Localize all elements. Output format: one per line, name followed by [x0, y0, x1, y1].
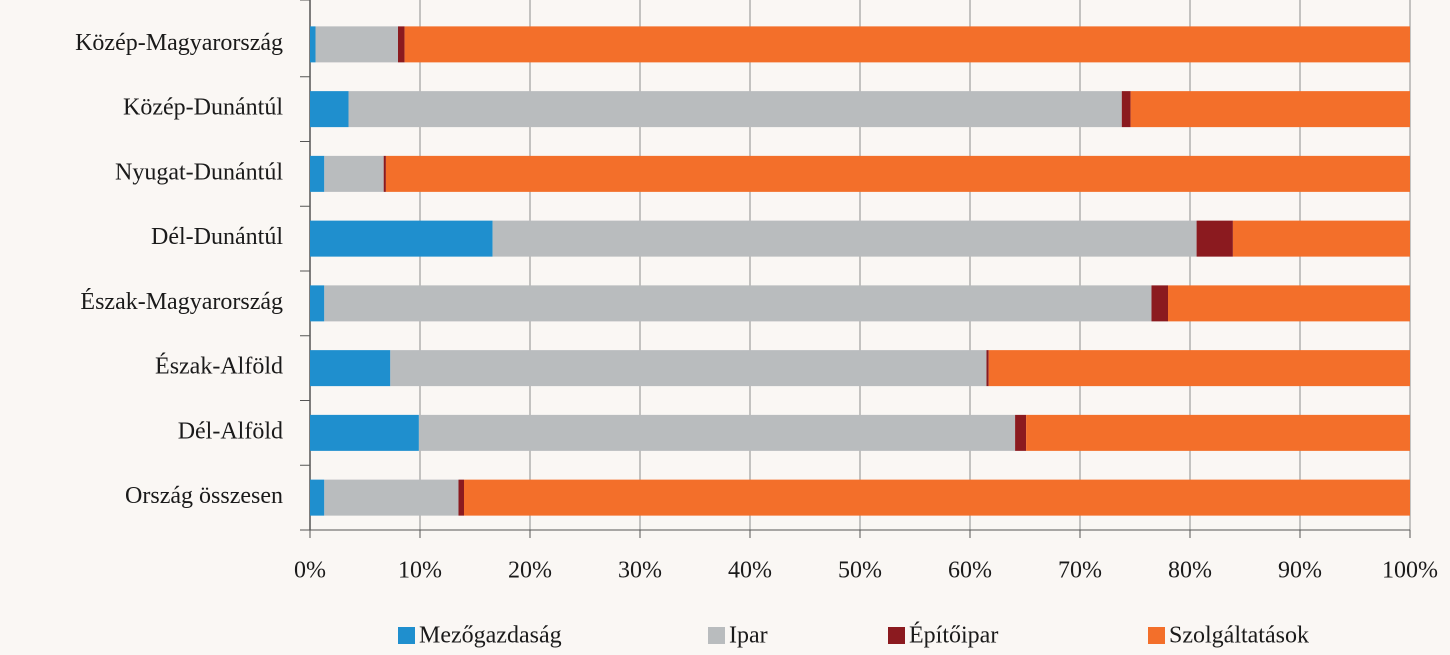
legend-label: Mezőgazdaság	[419, 623, 562, 649]
bar-segment	[310, 350, 391, 387]
x-tick-label: 90%	[1278, 558, 1322, 584]
x-tick-label: 50%	[838, 558, 882, 584]
bar-segment	[1121, 91, 1131, 128]
y-tick-label: Közép-Dunántúl	[123, 95, 283, 121]
bar-segment	[492, 220, 1197, 257]
legend-swatch	[888, 627, 905, 644]
bar-segment	[458, 479, 464, 516]
bar-segment	[404, 26, 1411, 63]
bar-segment	[385, 155, 1410, 192]
x-tick-label: 0%	[294, 558, 326, 584]
bar-segment	[418, 414, 1016, 451]
bar-segment	[315, 26, 398, 63]
y-tick-label: Dél-Dunántúl	[151, 224, 283, 250]
y-tick-label: Ország összesen	[125, 483, 283, 509]
y-tick-label: Közép-Magyarország	[75, 30, 283, 56]
bar-segment	[310, 479, 325, 516]
bar-segment	[310, 26, 316, 63]
legend-label: Építőipar	[909, 623, 998, 649]
legend-swatch	[398, 627, 415, 644]
y-tick-label: Észak-Magyarország	[80, 289, 283, 315]
legend-label: Szolgáltatások	[1169, 623, 1309, 649]
legend-label: Ipar	[729, 623, 768, 649]
bar-segment	[310, 220, 493, 257]
bar-segment	[986, 350, 989, 387]
x-tick-label: 100%	[1382, 558, 1438, 584]
legend-swatch	[1148, 627, 1165, 644]
bar-segment	[310, 155, 325, 192]
bar-segment	[310, 91, 349, 128]
x-tick-label: 30%	[618, 558, 662, 584]
bar-segment	[310, 285, 325, 322]
bar-segment	[1130, 91, 1410, 128]
bar-segment	[1232, 220, 1410, 257]
bar-segment	[348, 91, 1122, 128]
bar-segment	[1026, 414, 1410, 451]
y-tick-label: Nyugat-Dunántúl	[115, 159, 283, 185]
x-tick-label: 60%	[948, 558, 992, 584]
bar-segment	[1015, 414, 1027, 451]
bar-segment	[310, 414, 419, 451]
bar-segment	[324, 155, 384, 192]
bar-segment	[1168, 285, 1410, 322]
y-tick-label: Észak-Alföld	[155, 354, 283, 380]
x-tick-label: 10%	[398, 558, 442, 584]
x-tick-label: 20%	[508, 558, 552, 584]
bar-segment	[988, 350, 1410, 387]
bar-segment	[464, 479, 1410, 516]
bar-segment	[390, 350, 987, 387]
bar-segment	[398, 26, 405, 63]
bar-segment	[1196, 220, 1233, 257]
x-tick-label: 70%	[1058, 558, 1102, 584]
x-tick-label: 40%	[728, 558, 772, 584]
bar-segment	[1151, 285, 1168, 322]
bar-segment	[324, 479, 459, 516]
bar-segment	[324, 285, 1152, 322]
bar-segment	[383, 155, 386, 192]
legend-swatch	[708, 627, 725, 644]
y-tick-label: Dél-Alföld	[178, 418, 283, 444]
x-tick-label: 80%	[1168, 558, 1212, 584]
